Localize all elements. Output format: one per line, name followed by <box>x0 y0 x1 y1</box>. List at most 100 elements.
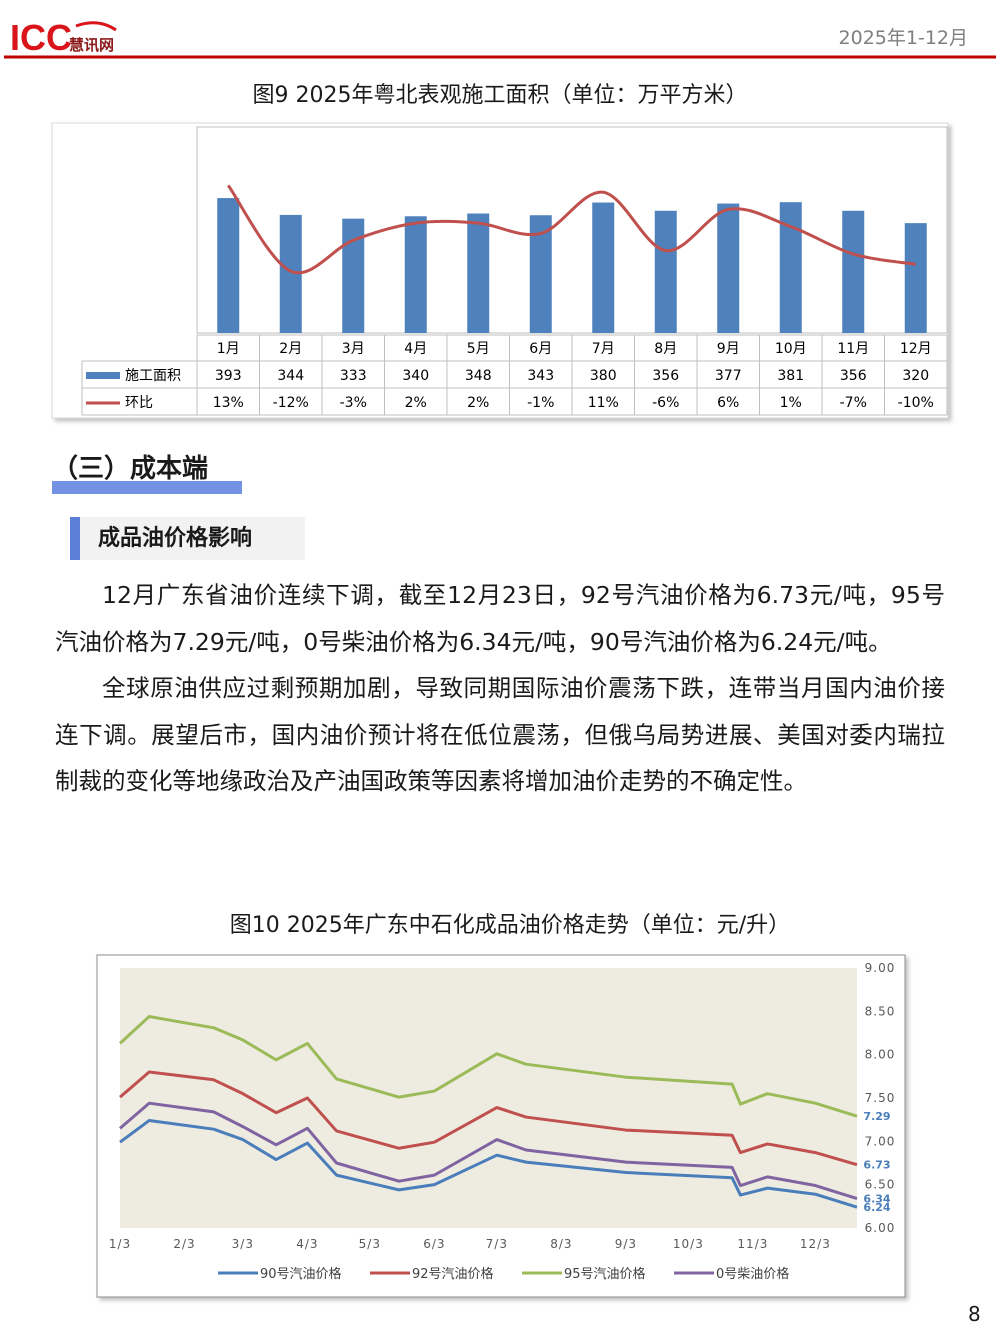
bar <box>592 202 615 333</box>
bar <box>529 215 552 333</box>
category-label: 6月 <box>529 341 552 357</box>
x-tick-label: 8/3 <box>550 1237 572 1251</box>
bar <box>467 213 490 333</box>
legend-label: 0号柴油价格 <box>716 1266 789 1282</box>
x-tick-label: 3/3 <box>232 1237 254 1251</box>
table-value: -6% <box>652 395 679 411</box>
category-label: 7月 <box>592 341 615 357</box>
section-title: （三）成本端 <box>52 454 209 484</box>
bar <box>842 210 865 333</box>
x-tick-label: 5/3 <box>359 1237 381 1251</box>
table-value: 343 <box>527 368 554 384</box>
table-value: 340 <box>402 368 429 384</box>
table-value: 13% <box>213 395 244 411</box>
table-value: 333 <box>340 368 367 384</box>
period: 2025年1-12月 <box>839 27 968 49</box>
bar <box>217 198 240 333</box>
table-value: -1% <box>527 395 554 411</box>
table-value: 380 <box>590 368 617 384</box>
figure-title: 图9 2025年粤北表观施工面积（单位：万平方米） <box>252 83 748 108</box>
legend-label: 92号汽油价格 <box>412 1266 494 1282</box>
bar <box>654 210 677 333</box>
line <box>227 184 916 275</box>
y-tick-label: 6.00 <box>865 1221 896 1235</box>
end-label: 6.24 <box>863 1201 890 1214</box>
paragraph: 12月广东省油价连续下调，截至12月23日，92号汽油价格为6.73元/吨，95… <box>55 581 945 656</box>
bar <box>779 202 802 333</box>
plot-area <box>196 126 948 334</box>
table-value: 393 <box>215 368 242 384</box>
bar <box>279 214 302 333</box>
table-value: 1% <box>780 395 802 411</box>
bar <box>342 218 365 333</box>
legend-label: 环比 <box>125 395 153 411</box>
logo-sub: 慧讯网 <box>69 36 114 54</box>
paragraph: 全球原油供应过剩预期加剧，导致同期国际油价震荡下跌，连带当月国内油价接连下调。展… <box>55 674 945 795</box>
table-value: 381 <box>777 368 804 384</box>
y-tick-label: 8.00 <box>865 1048 896 1062</box>
line <box>119 1101 858 1200</box>
y-tick-label: 8.50 <box>865 1004 896 1018</box>
figure-title: 图10 2025年广东中石化成品油价格走势（单位：元/升） <box>229 913 791 938</box>
x-tick-label: 12/3 <box>800 1237 831 1251</box>
line <box>119 1119 858 1209</box>
table-value: 356 <box>652 368 679 384</box>
x-tick-label: 10/3 <box>673 1237 704 1251</box>
category-label: 11月 <box>837 341 869 357</box>
end-label: 6.73 <box>863 1159 890 1172</box>
x-tick-label: 11/3 <box>737 1237 768 1251</box>
body-text: 12月广东省油价连续下调，截至12月23日，92号汽油价格为6.73元/吨，95… <box>55 572 945 805</box>
plot-area <box>120 968 857 1228</box>
y-tick-label: 6.50 <box>865 1178 896 1192</box>
category-label: 1月 <box>217 341 240 357</box>
line <box>118 1015 858 1118</box>
table-value: 356 <box>840 368 867 384</box>
category-label: 10月 <box>775 341 807 357</box>
table-value: 6% <box>717 395 739 411</box>
line <box>119 1070 858 1167</box>
category-label: 3月 <box>342 341 365 357</box>
subheading-text: 成品油价格影响 <box>98 526 253 551</box>
table-value: 11% <box>588 395 619 411</box>
end-label: 6.34 <box>863 1193 890 1206</box>
bar <box>404 216 427 333</box>
bar <box>904 223 927 333</box>
table-value: -12% <box>273 395 309 411</box>
x-tick-label: 2/3 <box>173 1237 195 1251</box>
y-tick-label: 9.00 <box>865 961 896 975</box>
x-tick-label: 6/3 <box>423 1237 445 1251</box>
category-label: 5月 <box>467 341 490 357</box>
table-value: 348 <box>465 368 492 384</box>
heading-bar <box>52 481 242 494</box>
x-tick-label: 4/3 <box>296 1237 318 1251</box>
table-value: 2% <box>467 395 489 411</box>
table-value: 2% <box>405 395 427 411</box>
y-tick-label: 7.00 <box>865 1134 896 1148</box>
logo-swoosh <box>75 21 117 32</box>
category-label: 12月 <box>900 341 932 357</box>
category-label: 9月 <box>717 341 740 357</box>
table-value: 344 <box>277 368 304 384</box>
y-tick-label: 7.50 <box>865 1091 896 1105</box>
logo-main: ICC <box>10 17 72 58</box>
subheading: 成品油价格影响 <box>70 517 305 560</box>
table-value: 320 <box>902 368 929 384</box>
category-label: 2月 <box>279 341 302 357</box>
bar <box>717 203 740 333</box>
x-tick-label: 7/3 <box>486 1237 508 1251</box>
table-value: -3% <box>340 395 367 411</box>
category-label: 8月 <box>654 341 677 357</box>
x-tick-label: 1/3 <box>109 1237 131 1251</box>
end-label: 7.29 <box>863 1110 890 1123</box>
table-value: -10% <box>898 395 934 411</box>
category-label: 4月 <box>404 341 427 357</box>
page-number: 8 <box>968 1302 981 1326</box>
legend-label: 90号汽油价格 <box>260 1266 342 1282</box>
table-value: -7% <box>840 395 867 411</box>
table-value: 377 <box>715 368 742 384</box>
legend-label: 95号汽油价格 <box>564 1266 646 1282</box>
legend-swatch <box>86 372 120 379</box>
x-tick-label: 9/3 <box>615 1237 637 1251</box>
